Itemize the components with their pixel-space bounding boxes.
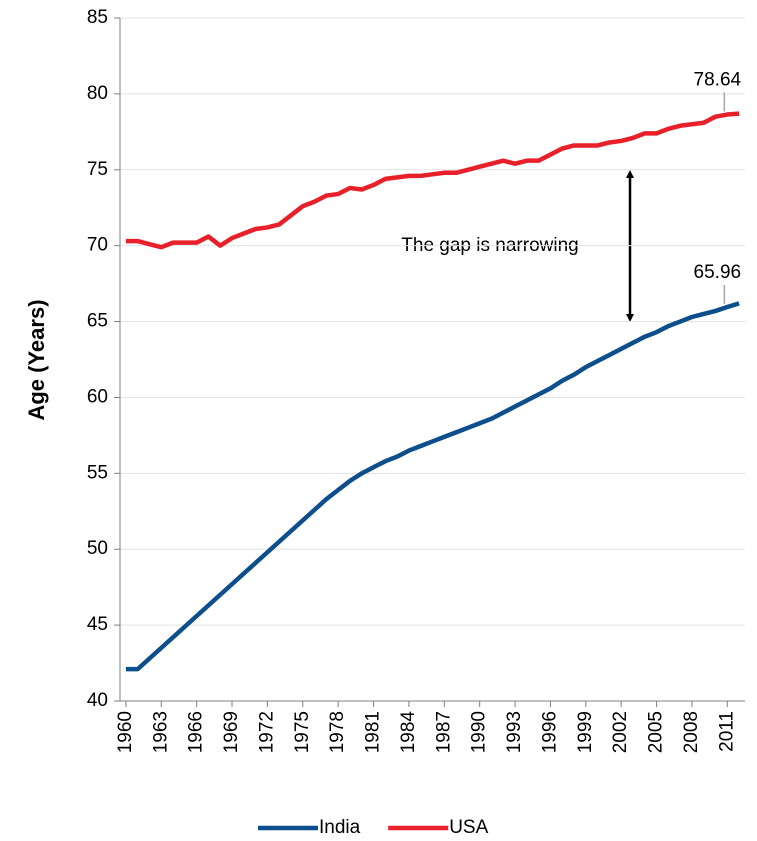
x-tick-label: 1963 — [150, 711, 171, 753]
y-tick-label: 45 — [87, 614, 108, 635]
series-line — [125, 301, 740, 672]
legend-label: USA — [449, 817, 488, 838]
y-tick-label: 40 — [87, 690, 108, 711]
series-line — [125, 111, 740, 250]
x-tick-label: 2005 — [646, 711, 667, 753]
y-tick-label: 50 — [87, 538, 108, 559]
x-tick-label: 2002 — [610, 711, 631, 753]
data-label: 78.64 — [694, 70, 742, 91]
y-tick-label: 75 — [87, 159, 108, 180]
x-tick-label: 1975 — [292, 711, 313, 753]
y-tick-label: 60 — [87, 386, 108, 407]
x-tick-label: 1966 — [186, 711, 207, 753]
y-tick-label: 85 — [87, 7, 108, 28]
y-axis-label: Age (Years) — [24, 299, 49, 420]
legend-label: India — [319, 817, 361, 838]
x-tick-label: 1996 — [539, 711, 560, 753]
x-tick-label: 1960 — [115, 711, 136, 753]
x-tick-label: 1969 — [221, 711, 242, 753]
x-tick-label: 2011 — [716, 711, 737, 752]
y-tick-label: 65 — [87, 311, 108, 332]
x-tick-label: 1987 — [433, 711, 454, 753]
data-label: 65.96 — [694, 262, 742, 283]
x-tick-label: 1990 — [469, 711, 490, 753]
y-tick-label: 80 — [87, 83, 108, 104]
y-tick-label: 70 — [87, 235, 108, 256]
x-tick-label: 1993 — [504, 711, 525, 753]
y-tick-label: 55 — [87, 462, 108, 483]
x-tick-label: 1972 — [256, 711, 277, 753]
x-tick-label: 1978 — [327, 711, 348, 753]
x-tick-label: 1981 — [363, 711, 384, 753]
x-tick-label: 1999 — [575, 711, 596, 753]
x-tick-label: 1984 — [398, 711, 419, 754]
x-tick-label: 2008 — [681, 711, 702, 753]
